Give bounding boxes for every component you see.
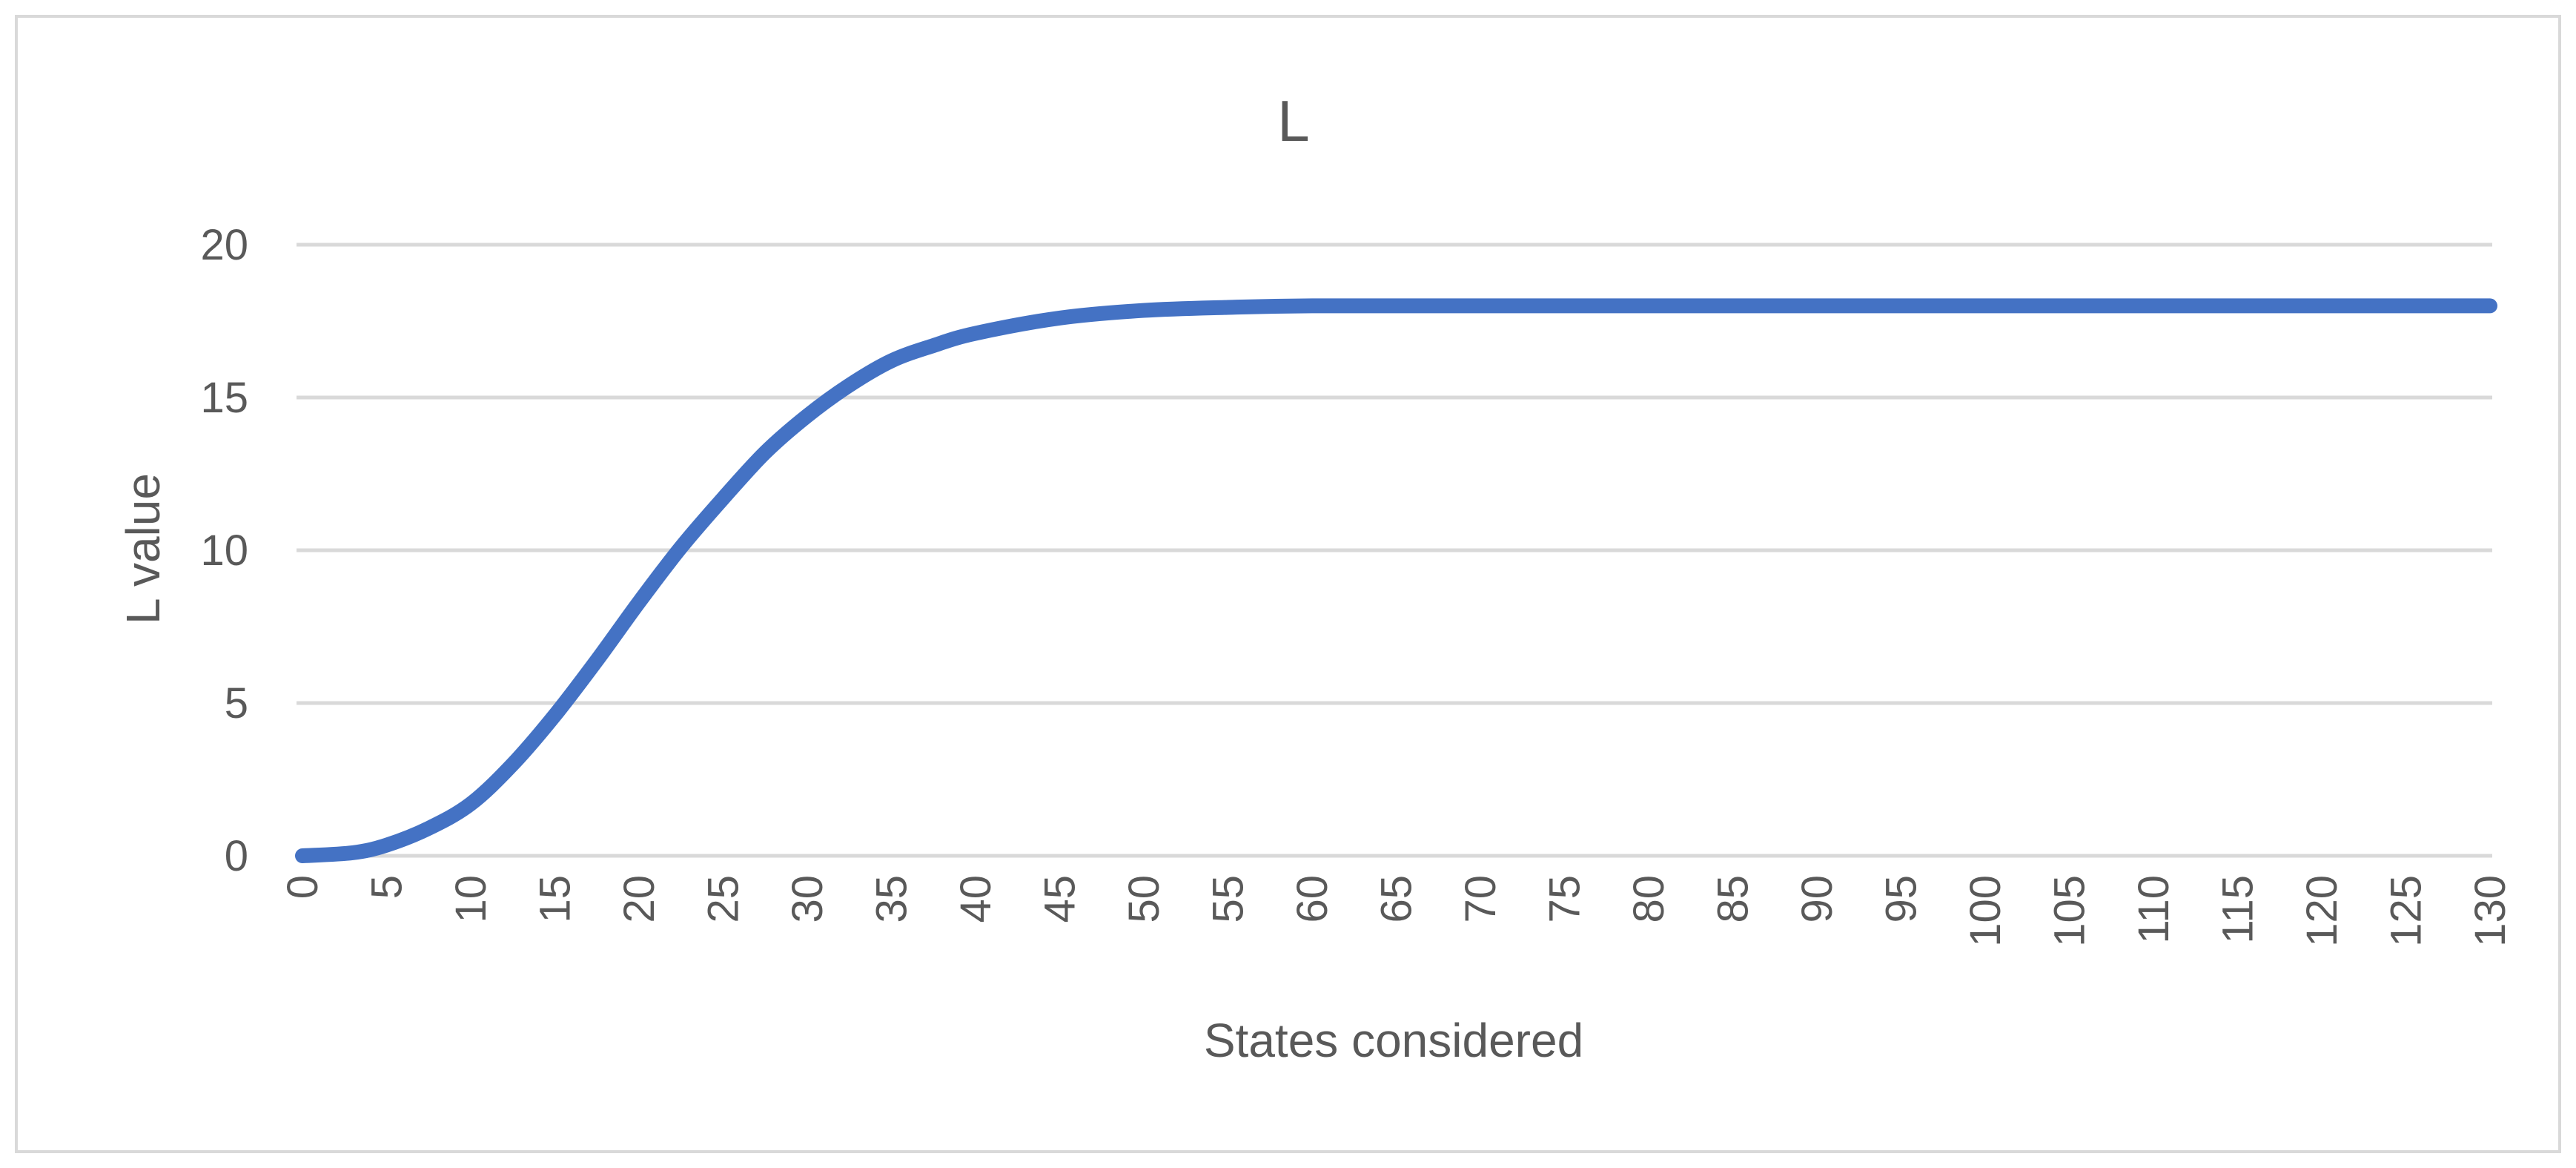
- chart-title: L: [1277, 88, 1309, 154]
- x-tick-label: 0: [279, 875, 327, 899]
- y-axis-label: L value: [116, 473, 170, 624]
- x-tick-label: 20: [615, 875, 663, 923]
- x-tick-label: 25: [700, 875, 748, 923]
- x-tick-label: 110: [2130, 875, 2178, 943]
- y-tick-label: 20: [200, 221, 248, 269]
- y-tick-label: 15: [200, 374, 248, 422]
- x-tick-label: 115: [2214, 875, 2262, 943]
- x-tick-label: 45: [1036, 875, 1085, 923]
- x-tick-label: 85: [1709, 875, 1758, 923]
- x-tick-label: 55: [1205, 875, 1253, 923]
- x-tick-label: 5: [363, 875, 411, 899]
- x-tick-label: 50: [1120, 875, 1168, 923]
- y-tick-label: 10: [200, 527, 248, 575]
- x-tick-label: 125: [2383, 875, 2431, 947]
- x-tick-label: 105: [2046, 875, 2094, 947]
- x-tick-label: 60: [1288, 875, 1337, 923]
- x-tick-label: 70: [1457, 875, 1505, 923]
- x-tick-label: 75: [1541, 875, 1589, 923]
- y-tick-label: 5: [225, 679, 248, 727]
- x-tick-label: 40: [952, 875, 1000, 923]
- x-tick-label: 90: [1793, 875, 1841, 923]
- x-tick-label: 120: [2298, 875, 2346, 947]
- x-tick-label: 95: [1878, 875, 1926, 923]
- x-tick-label: 80: [1625, 875, 1673, 923]
- x-tick-label: 65: [1373, 875, 1421, 923]
- chart-border: [15, 15, 2561, 1153]
- y-tick-label: 0: [225, 832, 248, 880]
- x-axis-label: States considered: [1204, 1014, 1583, 1067]
- x-tick-label: 100: [1961, 875, 2010, 947]
- x-tick-label: 35: [868, 875, 916, 923]
- x-tick-label: 30: [784, 875, 832, 923]
- x-tick-label: 10: [447, 875, 495, 923]
- x-tick-label: 15: [532, 875, 580, 923]
- x-tick-label: 130: [2466, 875, 2514, 947]
